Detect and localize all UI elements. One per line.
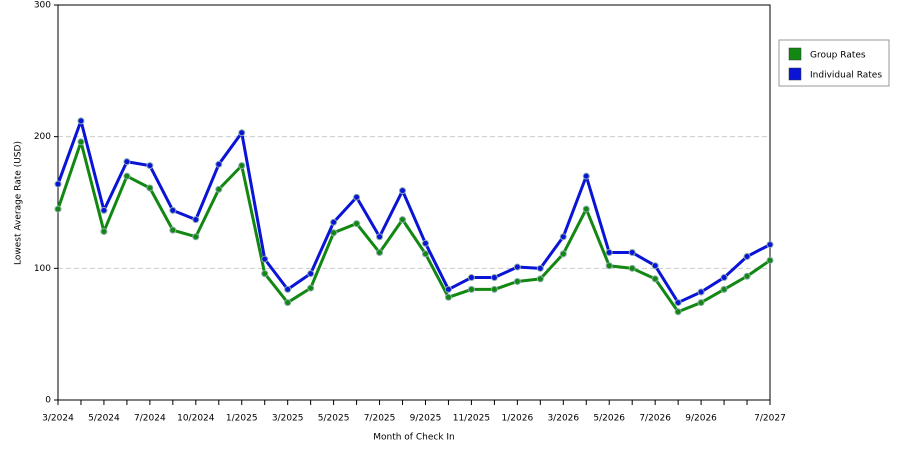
x-tick-label: 5/2024 [88, 414, 120, 424]
data-point [582, 205, 590, 213]
data-point [490, 274, 498, 282]
x-tick-label: 1/2025 [226, 414, 258, 424]
data-point [720, 285, 728, 293]
data-point [284, 285, 292, 293]
x-tick-label: 9/2026 [685, 414, 717, 424]
data-point [559, 250, 567, 258]
data-point [192, 233, 200, 241]
data-point [238, 162, 246, 170]
data-point [399, 187, 407, 195]
data-point [54, 180, 62, 188]
series-line [56, 119, 771, 305]
x-tick-label: 5/2025 [318, 414, 350, 424]
data-point [100, 227, 108, 235]
data-point [215, 160, 223, 168]
data-point [720, 274, 728, 282]
data-point [513, 278, 521, 285]
data-point [77, 117, 85, 125]
data-point [353, 193, 361, 201]
data-point [169, 206, 177, 214]
data-point [330, 229, 338, 237]
data-point [444, 293, 452, 301]
x-tick-label: 1/2026 [502, 414, 534, 424]
data-point [77, 138, 85, 146]
data-point [353, 220, 361, 228]
data-point [146, 162, 154, 170]
data-point [421, 250, 429, 258]
data-point [238, 129, 246, 137]
data-point [628, 249, 636, 257]
x-tick-label: 5/2026 [593, 414, 625, 424]
data-point [559, 233, 567, 241]
y-tick-label: 300 [34, 1, 51, 11]
data-point [697, 288, 705, 296]
data-point [100, 206, 108, 214]
data-point [490, 285, 498, 293]
data-point [674, 299, 682, 307]
data-point [743, 272, 751, 280]
data-point [123, 172, 131, 180]
data-point [651, 262, 659, 270]
x-tick-label: 3/2024 [42, 414, 74, 424]
data-point [284, 299, 292, 307]
legend-label: Individual Rates [810, 71, 882, 81]
data-point [399, 216, 407, 224]
data-point [261, 270, 269, 278]
data-point [307, 270, 315, 278]
plot-frame [57, 4, 771, 401]
data-point [467, 285, 475, 293]
data-point [605, 262, 613, 270]
data-point [376, 249, 384, 257]
y-tick-label: 100 [34, 264, 51, 274]
legend-swatch [788, 47, 802, 61]
data-point [330, 218, 338, 226]
y-axis-label: Lowest Average Rate (USD) [14, 141, 24, 265]
data-point [146, 184, 154, 192]
x-tick-label: 9/2025 [410, 414, 442, 424]
data-point [54, 205, 62, 213]
data-point [513, 263, 521, 271]
data-point [743, 252, 751, 260]
data-point [651, 275, 659, 283]
data-point [697, 299, 705, 307]
data-point [421, 239, 429, 247]
x-tick-label: 7/2024 [134, 414, 166, 424]
data-point [169, 226, 177, 234]
x-tick-label: 3/2025 [272, 414, 304, 424]
data-point [582, 172, 590, 180]
x-tick-label: 10/2024 [177, 414, 215, 424]
data-point [261, 255, 269, 263]
data-point [536, 264, 544, 272]
x-axis-label: Month of Check In [373, 433, 455, 443]
data-point [605, 249, 613, 257]
data-point [376, 233, 384, 241]
data-point [123, 158, 131, 166]
data-point [192, 216, 200, 224]
data-point [467, 274, 475, 282]
y-tick-label: 200 [34, 132, 51, 142]
x-tick-label: 7/2025 [364, 414, 396, 424]
data-point [674, 308, 682, 316]
data-point [215, 185, 223, 193]
data-point [307, 284, 315, 292]
y-tick-label: 0 [45, 396, 51, 406]
data-point [766, 241, 774, 249]
data-point [766, 256, 774, 264]
x-tick-label: 11/2025 [453, 414, 490, 424]
x-tick-label: 7/2026 [639, 414, 671, 424]
data-point [444, 285, 452, 293]
data-point [628, 264, 636, 272]
series-line [56, 140, 771, 314]
x-tick-label: 7/2027 [754, 414, 786, 424]
x-tick-label: 3/2026 [547, 414, 579, 424]
data-point [536, 275, 544, 283]
legend-swatch [788, 67, 802, 81]
legend-label: Group Rates [810, 51, 866, 61]
